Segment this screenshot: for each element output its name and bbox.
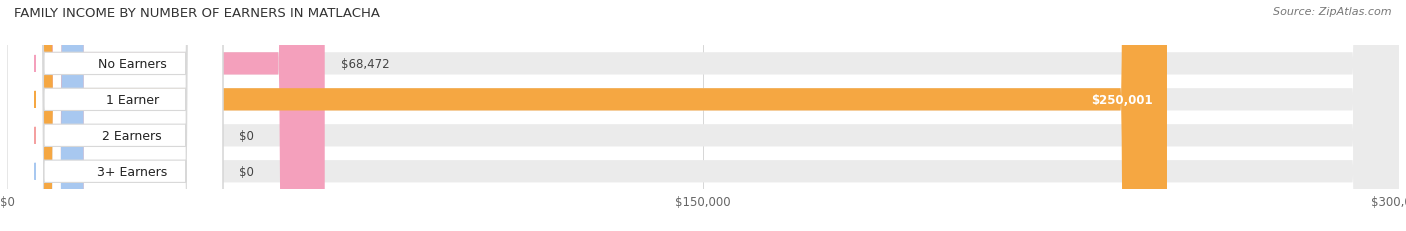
Text: $68,472: $68,472 (342, 58, 389, 71)
FancyBboxPatch shape (7, 0, 83, 231)
Text: 3+ Earners: 3+ Earners (97, 165, 167, 178)
FancyBboxPatch shape (7, 0, 1399, 231)
FancyBboxPatch shape (7, 0, 222, 231)
Text: $250,001: $250,001 (1091, 93, 1153, 106)
FancyBboxPatch shape (7, 0, 222, 231)
FancyBboxPatch shape (7, 0, 325, 231)
FancyBboxPatch shape (7, 0, 83, 231)
Text: $0: $0 (239, 165, 254, 178)
Text: FAMILY INCOME BY NUMBER OF EARNERS IN MATLACHA: FAMILY INCOME BY NUMBER OF EARNERS IN MA… (14, 7, 380, 20)
FancyBboxPatch shape (7, 0, 222, 231)
FancyBboxPatch shape (7, 0, 1167, 231)
Text: 1 Earner: 1 Earner (105, 93, 159, 106)
FancyBboxPatch shape (7, 0, 222, 231)
FancyBboxPatch shape (7, 0, 1399, 231)
Text: Source: ZipAtlas.com: Source: ZipAtlas.com (1274, 7, 1392, 17)
FancyBboxPatch shape (7, 0, 1399, 231)
FancyBboxPatch shape (7, 0, 1399, 231)
Text: $0: $0 (239, 129, 254, 142)
Text: No Earners: No Earners (98, 58, 166, 71)
Text: 2 Earners: 2 Earners (103, 129, 162, 142)
